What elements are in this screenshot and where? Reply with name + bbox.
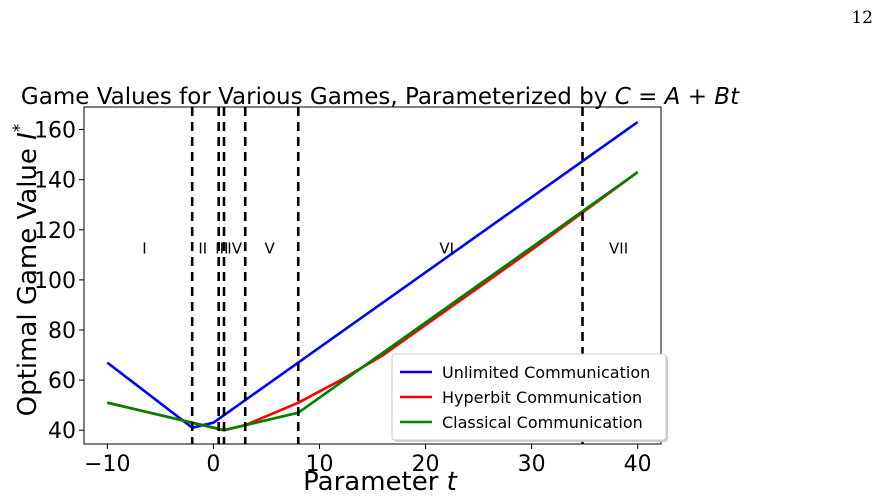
- region-label: IV: [227, 239, 242, 257]
- region-label: VII: [609, 239, 628, 257]
- x-tick-label: 10: [305, 452, 333, 477]
- x-tick-label: −10: [84, 452, 130, 477]
- region-label: V: [264, 239, 275, 257]
- y-tick-label: 140: [34, 169, 76, 194]
- legend-entry-label: Hyperbit Communication: [442, 388, 642, 407]
- y-tick-label: 160: [34, 119, 76, 144]
- x-tick-label: 20: [412, 452, 440, 477]
- legend-entry-label: Unlimited Communication: [442, 363, 650, 382]
- y-tick-label: 120: [34, 219, 76, 244]
- chart-title: Game Values for Various Games, Parameter…: [21, 84, 740, 110]
- y-tick-label: 80: [48, 319, 76, 344]
- y-tick-label: 40: [48, 419, 76, 444]
- x-tick-label: 30: [518, 452, 546, 477]
- region-label: VI: [439, 239, 454, 257]
- x-tick-label: 40: [624, 452, 652, 477]
- y-axis-title: Optimal Game Value I*: [10, 124, 43, 417]
- legend-entry-label: Classical Communication: [442, 413, 643, 432]
- x-tick-label: 0: [206, 452, 220, 477]
- page-number: 12: [851, 8, 873, 28]
- y-tick-label: 100: [34, 269, 76, 294]
- legend: Unlimited Communication Hyperbit Communic…: [391, 353, 668, 442]
- legend-box: [391, 353, 667, 441]
- region-label: II: [198, 239, 207, 257]
- y-tick-label: 60: [48, 369, 76, 394]
- x-axis-title: Parameter t: [303, 467, 458, 497]
- region-label: III: [215, 239, 228, 257]
- region-label: I: [142, 239, 146, 257]
- plot-frame: [83, 106, 662, 445]
